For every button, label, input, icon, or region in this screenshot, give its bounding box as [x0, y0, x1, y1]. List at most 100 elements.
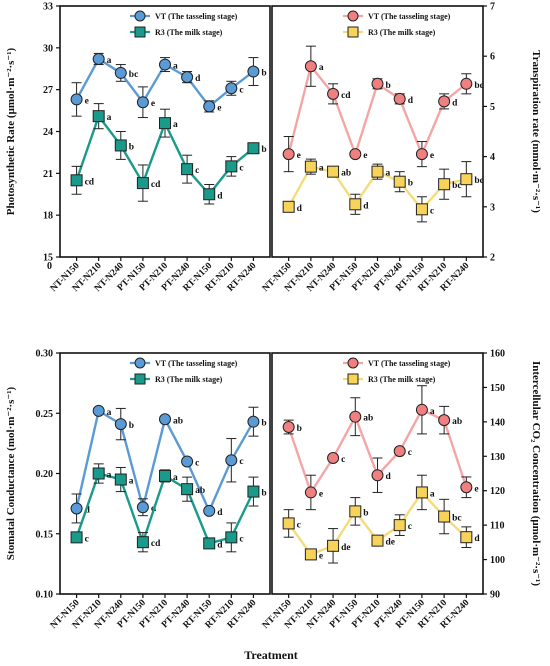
y-tick-label: 7 [490, 2, 495, 13]
data-point [114, 139, 127, 152]
y-tick-label: 0.30 [36, 349, 54, 360]
data-point [247, 65, 260, 78]
data-point [247, 415, 260, 428]
y-axis-label: Stomatal Conductance (mol·m⁻²·s⁻¹) [5, 386, 17, 560]
data-point [159, 58, 171, 71]
data-point [247, 485, 260, 498]
data-point [225, 531, 238, 544]
significance-letter: de [386, 538, 396, 548]
significance-letter: ab [173, 416, 183, 426]
data-point [247, 142, 260, 155]
significance-letter: b [297, 424, 302, 434]
data-point [181, 483, 194, 496]
significance-letter: e [474, 484, 478, 494]
y-tick-label: 90 [490, 590, 500, 601]
origin-tick-label: 0 [47, 261, 52, 272]
significance-letter: e [319, 489, 323, 499]
legend: VT (The tasseling stage) R3 (The milk sta… [130, 357, 238, 385]
data-point [282, 517, 295, 530]
data-point [92, 110, 105, 123]
data-point [371, 534, 384, 547]
data-point [203, 100, 216, 113]
significance-letter: e [151, 99, 155, 109]
significance-letter: e [319, 551, 323, 561]
data-point [70, 531, 83, 544]
y-tick-label: 18 [43, 211, 53, 222]
significance-letter: b [129, 142, 134, 152]
y-tick-label: 0.25 [36, 409, 54, 420]
significance-letter: c [408, 448, 412, 458]
data-point [70, 174, 83, 187]
data-point [304, 486, 317, 499]
y-tick-label: 3 [490, 202, 495, 213]
significance-letter: de [341, 543, 351, 553]
y-tick-label: 160 [490, 349, 505, 360]
significance-letter: c [239, 163, 243, 173]
significance-letter: d [452, 98, 458, 108]
significance-letter: cd [151, 539, 161, 549]
significance-letter: a [173, 120, 178, 130]
y-tick-label: 130 [490, 452, 505, 463]
significance-letter: d [474, 534, 480, 544]
data-point [136, 96, 149, 109]
significance-letter: d [363, 201, 369, 211]
significance-letter: c [341, 455, 345, 465]
significance-letter: b [261, 69, 266, 79]
data-point [181, 163, 194, 176]
significance-letter: a [319, 164, 324, 174]
y-tick-label: 6 [490, 52, 495, 63]
significance-letter: d [195, 74, 201, 84]
legend-label: VT (The tasseling stage) [155, 359, 238, 368]
significance-letter: c [408, 522, 412, 532]
data-point [393, 519, 406, 532]
significance-letter: a [430, 407, 435, 417]
plot-frame [271, 5, 484, 258]
data-point [393, 175, 406, 188]
significance-letter: a [173, 473, 178, 483]
series-vt: e a cd e b d e d bc [282, 45, 484, 173]
y-tick-label: 15 [43, 253, 53, 264]
data-point [181, 71, 194, 84]
significance-letter: bc [474, 81, 484, 91]
significance-letter: ab [195, 486, 205, 496]
legend-marker [347, 373, 359, 385]
data-point [415, 486, 428, 499]
legend-marker [347, 357, 359, 369]
y-tick-label: 150 [490, 383, 505, 394]
significance-letter: b [261, 419, 266, 429]
significance-letter: ab [341, 169, 351, 179]
data-point [349, 505, 362, 518]
y-tick-label: 0.10 [36, 590, 54, 601]
legend-marker [134, 357, 146, 369]
data-point [225, 454, 238, 467]
series-vt: e a bc e a d e c b [70, 52, 267, 119]
legend-label: VT (The tasseling stage) [155, 12, 238, 21]
significance-letter: b [261, 145, 266, 155]
data-point [460, 77, 473, 90]
panel-bottom-left: 0.10 0.15 0.20 0.25 0.30 Stomatal Conductance… [5, 349, 271, 631]
significance-letter: b [261, 489, 266, 499]
legend-label: R3 (The milk stage) [155, 375, 223, 384]
data-point [349, 148, 362, 161]
significance-letter: c [239, 534, 243, 544]
legend-label: R3 (The milk stage) [155, 28, 223, 37]
y-tick-label: 0.20 [36, 469, 54, 480]
data-point [460, 481, 473, 494]
data-point [114, 66, 127, 79]
significance-letter: cd [151, 180, 161, 190]
significance-letter: a [386, 169, 391, 179]
significance-letter: a [430, 489, 435, 499]
legend: VT (The tasseling stage) R3 (The milk sta… [130, 10, 238, 38]
data-point [438, 510, 451, 523]
significance-letter: c [85, 534, 89, 544]
data-point [114, 473, 127, 486]
significance-letter: c [195, 166, 199, 176]
significance-letter: a [107, 113, 112, 123]
significance-letter: e [430, 151, 434, 161]
legend: VT (The tasseling stage) R3 (The milk sta… [343, 357, 451, 385]
